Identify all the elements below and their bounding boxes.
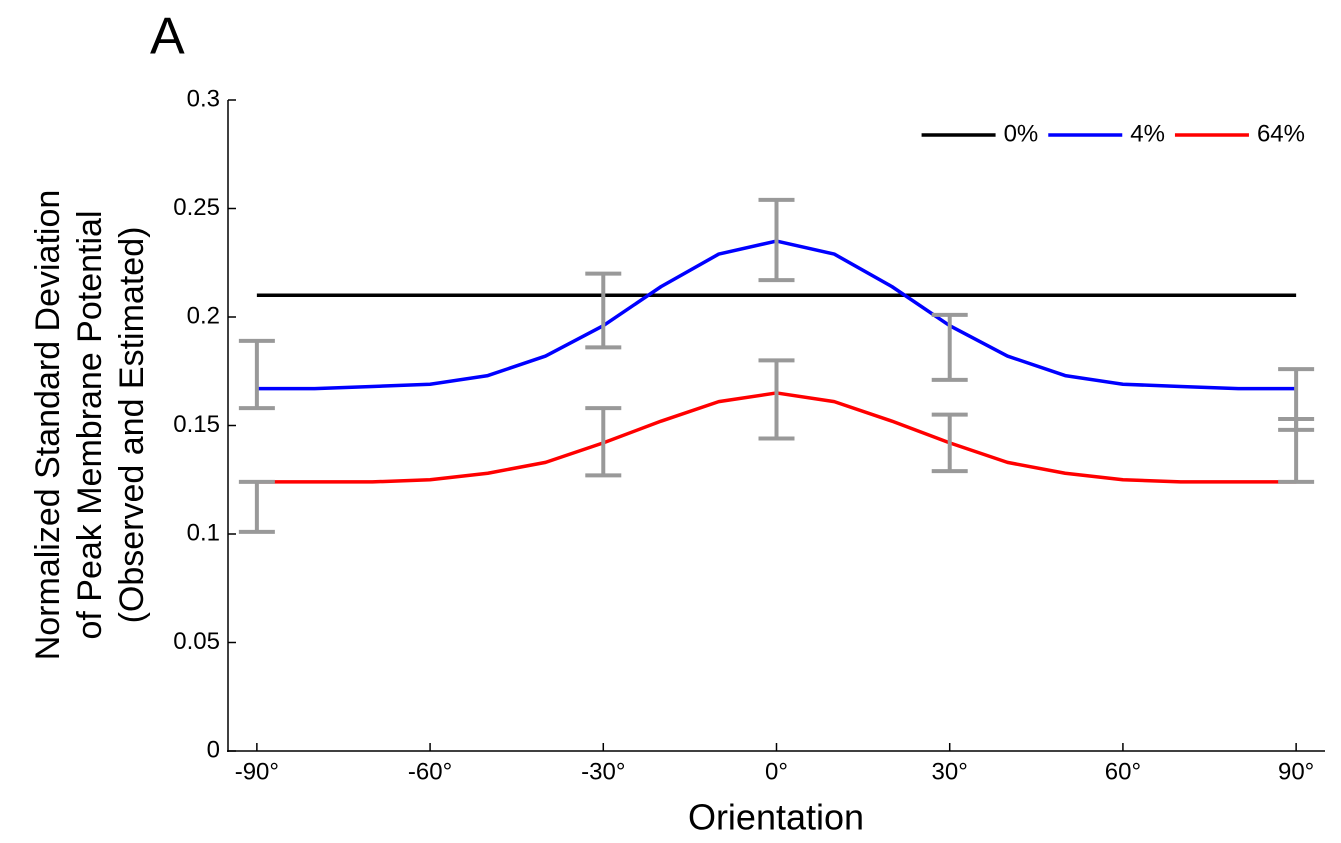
legend-label: 4% xyxy=(1130,120,1165,147)
legend-label: 0% xyxy=(1004,120,1039,147)
y-tick-label: 0.05 xyxy=(173,628,220,655)
x-tick-label: -60° xyxy=(408,758,452,785)
x-tick-label: 60° xyxy=(1105,758,1141,785)
y-tick-label: 0.3 xyxy=(187,85,220,112)
y-tick-label: 0.2 xyxy=(187,302,220,329)
x-tick-label: 30° xyxy=(932,758,968,785)
y-axis-label: Normalized Standard Deviation of Peak Me… xyxy=(29,190,151,661)
x-tick-label: -30° xyxy=(581,758,625,785)
x-tick-label: 90° xyxy=(1278,758,1314,785)
y-tick-label: 0 xyxy=(207,736,220,763)
y-axis-label-line: Normalized Standard Deviation xyxy=(29,190,67,661)
x-tick-label: -90° xyxy=(235,758,279,785)
y-tick-label: 0.15 xyxy=(173,411,220,438)
panel-label: A xyxy=(150,8,185,66)
x-tick-label: 0° xyxy=(765,758,788,785)
y-axis-label-line: of Peak Membrane Potential xyxy=(71,210,109,639)
legend-label: 64% xyxy=(1257,120,1305,147)
y-tick-label: 0.1 xyxy=(187,519,220,546)
y-axis-label-line: (Observed and Estimated) xyxy=(113,227,151,624)
x-axis-label: Orientation xyxy=(688,797,864,838)
y-tick-label: 0.25 xyxy=(173,194,220,221)
